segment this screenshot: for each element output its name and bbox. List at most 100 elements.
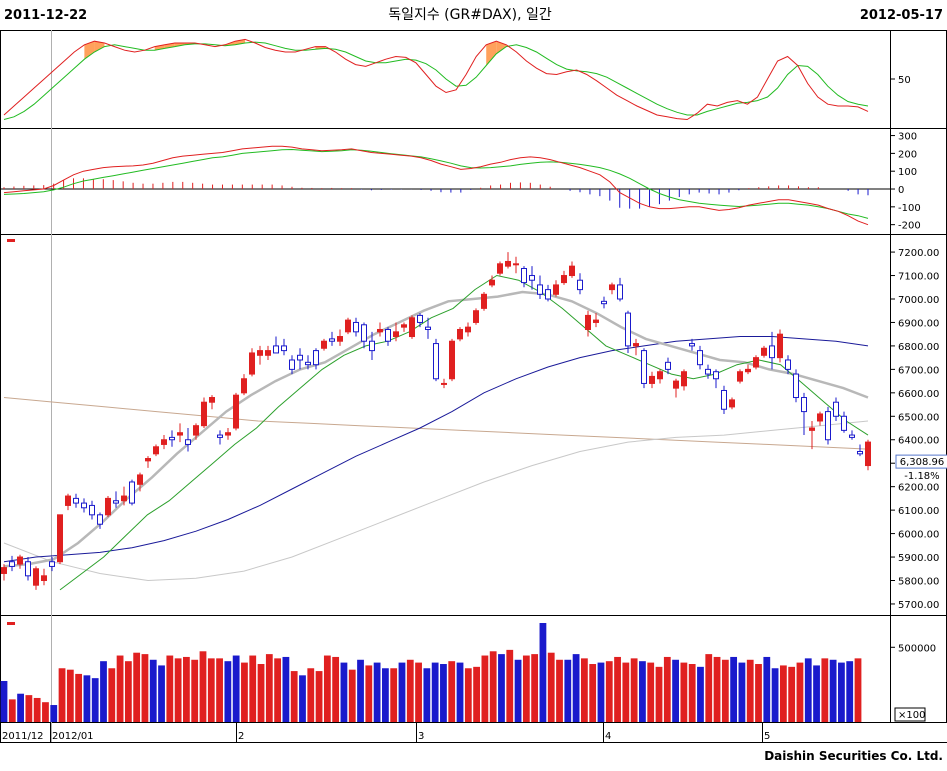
candle-body — [361, 324, 367, 342]
start-date: 2011-12-22 — [4, 8, 87, 23]
volume-bar — [655, 666, 663, 722]
current-price-label: 6,308.96 — [900, 457, 945, 468]
volume-bar — [158, 665, 165, 722]
volume-bar — [663, 656, 671, 722]
volume-bar — [556, 659, 563, 722]
candle-body — [273, 345, 279, 354]
candle-body — [841, 415, 847, 431]
candle-body — [369, 340, 375, 352]
volume-bar — [373, 662, 381, 722]
candle-body — [113, 500, 119, 504]
volume-bar — [415, 662, 422, 722]
volume-bar — [116, 655, 124, 722]
volume-bar — [108, 668, 116, 722]
candle-body — [337, 336, 343, 342]
volume-bar — [564, 659, 572, 722]
candle-body — [385, 328, 391, 342]
price-y-tick-label: 6000.00 — [898, 530, 939, 541]
candle-body — [177, 432, 183, 436]
price-ma5-line — [59, 274, 869, 591]
price-ma240-line — [3, 397, 869, 450]
stochastic-overbought-fill — [164, 43, 175, 49]
volume-bar — [25, 695, 33, 722]
candle-body — [817, 413, 823, 422]
volume-bar — [804, 658, 812, 722]
volume-bar — [332, 656, 340, 722]
volume-bar — [738, 662, 746, 722]
candle-body — [713, 371, 719, 380]
candle-body — [193, 425, 199, 436]
volume-bar — [622, 662, 630, 722]
candle-body — [865, 441, 871, 467]
candle-body — [65, 495, 71, 506]
volume-bar — [730, 656, 738, 722]
candle-body — [849, 434, 855, 438]
candle-body — [329, 338, 335, 342]
candle-body — [657, 371, 663, 380]
candle-body — [353, 321, 359, 333]
candle-body — [481, 293, 487, 309]
candle-body — [105, 497, 111, 516]
candle-body — [633, 343, 639, 347]
volume-unit-label: ×100 — [898, 710, 925, 721]
volume-bar — [755, 664, 762, 722]
candle-body — [41, 575, 47, 582]
volume-bar — [207, 658, 215, 722]
volume-bar — [614, 656, 621, 722]
candle-body — [289, 359, 295, 370]
volume-bar — [589, 664, 597, 722]
volume-bar — [456, 662, 464, 722]
candle-body — [857, 450, 863, 455]
volume-bar — [630, 658, 638, 722]
volume-bar — [672, 659, 679, 722]
end-date: 2012-05-17 — [860, 8, 943, 23]
volume-bar — [531, 654, 539, 722]
candle-body — [689, 343, 695, 347]
candle-body — [473, 310, 479, 323]
x-tick-label: 3 — [418, 731, 424, 742]
volume-bar — [705, 654, 713, 722]
stochastic-overbought-fill — [486, 41, 497, 66]
candle-body — [625, 312, 631, 347]
chart-title: 독일지수 (GR#DAX), 일간 — [388, 7, 552, 23]
stochastic-slow-line — [3, 41, 869, 120]
volume-bar — [639, 661, 646, 722]
candle-body — [1, 567, 7, 574]
macd-y-tick-label: 200 — [898, 149, 917, 160]
candle-body — [729, 399, 735, 408]
candle-body — [89, 504, 95, 516]
candle-body — [745, 368, 751, 373]
candle-body — [417, 314, 423, 323]
price-y-tick-label: 6700.00 — [898, 365, 939, 376]
candle-body — [769, 345, 775, 359]
volume-bar — [8, 699, 16, 722]
stochastic-y-tick-label: 50 — [898, 75, 911, 86]
volume-bar — [290, 671, 298, 722]
candle-body — [321, 340, 327, 349]
price-y-tick-label: 6500.00 — [898, 412, 939, 423]
candle-body — [137, 474, 143, 485]
volume-bar — [249, 655, 257, 722]
price-legend-marker — [7, 239, 15, 242]
candle-body — [569, 265, 575, 277]
price-ma20-line — [3, 290, 869, 568]
candle-body — [313, 350, 319, 366]
candle-body — [185, 439, 191, 445]
candle-body — [585, 314, 591, 330]
volume-bar — [191, 659, 199, 722]
volume-bar — [838, 662, 845, 722]
volume-bar — [166, 655, 174, 722]
volume-bar — [365, 665, 373, 722]
price-ma60-line — [3, 336, 869, 563]
volume-unit-box — [894, 707, 926, 722]
volume-bar — [697, 666, 704, 722]
volume-bar — [174, 658, 182, 722]
volume-bar — [241, 662, 248, 722]
volume-bar — [746, 659, 754, 722]
footer-company: Daishin Securities Co. Ltd. — [764, 749, 943, 763]
volume-bar — [83, 675, 91, 722]
volume-bar — [307, 668, 315, 722]
price-y-tick-label: 5900.00 — [898, 553, 939, 564]
